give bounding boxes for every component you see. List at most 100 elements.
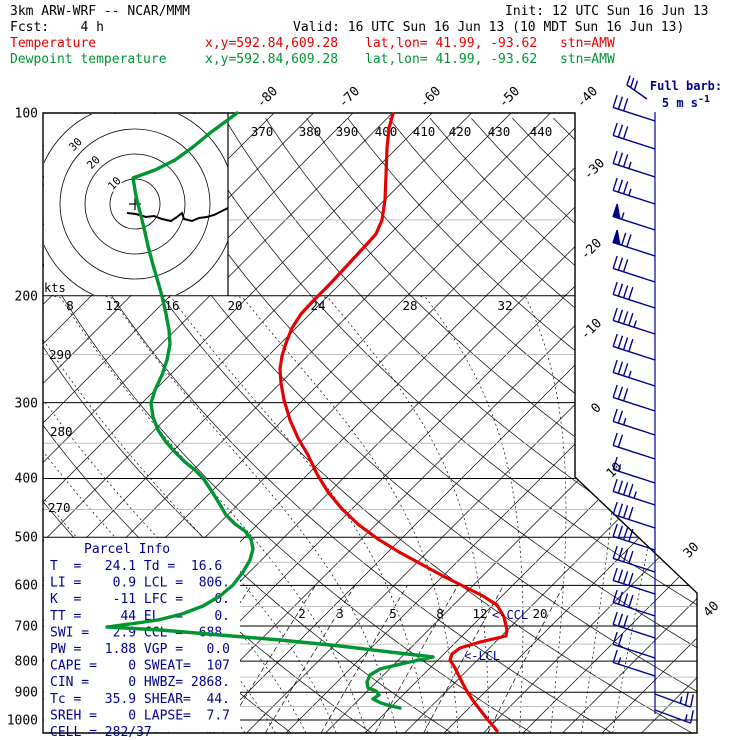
pressure-label: 800 xyxy=(15,655,38,670)
right-temp-label: 30 xyxy=(681,540,703,562)
wind-barb-column xyxy=(612,75,694,724)
mixing-ratio-label: 5 xyxy=(389,606,397,621)
wind-barb xyxy=(612,177,656,205)
hodograph-ring xyxy=(84,153,186,255)
wind-barb xyxy=(612,456,656,484)
wind-barb xyxy=(612,150,656,178)
parcel-info: Parcel Info T = 24.1 Td = 16.6 LI = 0.9 LC… xyxy=(50,542,230,740)
wind-barb xyxy=(612,432,656,460)
top-temp-label: -60 xyxy=(417,84,444,111)
dewpoint-legend-label: Dewpoint temperature xyxy=(10,52,167,67)
mixing-ratio-label: 20 xyxy=(532,606,547,621)
wind-barb xyxy=(612,478,656,506)
theta-label: 390 xyxy=(336,124,359,139)
theta-label: 400 xyxy=(375,124,398,139)
top-temp-label: -40 xyxy=(574,84,601,111)
parcel-info-title: Parcel Info xyxy=(84,542,170,557)
pressure-label: 1000 xyxy=(7,714,38,729)
parcel-info-row: K = -11 LFC = 0. xyxy=(50,592,230,607)
plot-border xyxy=(42,112,698,734)
top-temp-label: -70 xyxy=(336,84,363,111)
right-temp-label: -20 xyxy=(578,236,605,263)
temperature-curve xyxy=(278,112,509,733)
legend-barb-icon xyxy=(626,75,648,100)
moist-adiabat-label: 8 xyxy=(66,298,74,313)
pressure-label: 700 xyxy=(15,620,38,635)
wind-barb xyxy=(612,281,656,309)
wind-barb xyxy=(612,359,656,387)
pressure-label: 400 xyxy=(15,472,38,487)
theta-label: 380 xyxy=(299,124,322,139)
top-temp-label: -80 xyxy=(254,84,281,111)
kts-label: kts xyxy=(44,281,66,295)
theta-label: 440 xyxy=(530,124,553,139)
wind-barb xyxy=(654,709,694,724)
parcel-info-row: T = 24.1 Td = 16.6 xyxy=(50,559,222,574)
dewpoint-curve xyxy=(105,111,435,710)
pressure-label: 200 xyxy=(15,290,38,305)
parcel-info-row: LI = 0.9 LCL = 806. xyxy=(50,576,230,591)
mixing-ratio-label: 8 xyxy=(436,606,444,621)
moist-adiabat-label: 20 xyxy=(227,298,242,313)
wind-barb xyxy=(612,122,656,150)
wind-barb xyxy=(612,567,656,595)
wind-barb xyxy=(612,255,656,283)
theta-label: 420 xyxy=(449,124,472,139)
barb-legend-line2: 5 m s xyxy=(661,96,699,110)
wind-barb xyxy=(612,545,656,573)
temperature-xy: x,y=592.84,609.28 xyxy=(205,36,339,51)
moist-adiabat-label: 28 xyxy=(402,298,417,313)
model-title: 3km ARW-WRF -- NCAR/MMM xyxy=(10,4,191,19)
wind-barb xyxy=(654,692,694,708)
wind-barb xyxy=(612,307,656,335)
parcel-info-row: SWI = 2.9 CCL = 688. xyxy=(50,625,230,640)
wind-barb xyxy=(612,649,656,677)
parcel-info-row: CAPE = 0 SWEAT= 107 xyxy=(50,659,230,674)
pressure-label: 500 xyxy=(15,531,38,546)
parcel-info-row: CIN = 0 HWBZ= 2868. xyxy=(50,675,230,690)
wind-barb xyxy=(612,523,656,551)
hodograph-trace xyxy=(126,207,229,223)
top-temp-label: -50 xyxy=(496,84,523,111)
mixing-ratio-label: 12 xyxy=(472,606,487,621)
dewpoint-xy: x,y=592.84,609.28 xyxy=(205,52,339,67)
right-temp-label: -30 xyxy=(581,156,608,183)
temperature-station: stn=AMW xyxy=(560,36,615,51)
theta-label: 370 xyxy=(251,124,274,139)
wind-barb xyxy=(612,333,656,361)
dewpoint-station: stn=AMW xyxy=(560,52,615,67)
moist-adiabat-label: 12 xyxy=(105,298,120,313)
parcel-info-row: Tc = 35.9 SHEAR= 44. xyxy=(50,692,230,707)
hodograph-ring xyxy=(59,128,211,280)
theta-label: 410 xyxy=(413,124,436,139)
temperature-legend-label: Temperature xyxy=(10,36,97,51)
right-temp-label: 0 xyxy=(588,400,604,416)
right-temp-label: -10 xyxy=(578,316,605,343)
moist-adiabat-label: 32 xyxy=(497,298,512,313)
pressure-label: 100 xyxy=(15,107,38,122)
parcel-info-row: CELL = 282/37 xyxy=(50,725,152,740)
parcel-info-row: SREH = 0 LAPSE= 7.7 xyxy=(50,708,230,723)
init-time: Init: 12 UTC Sun 16 Jun 13 xyxy=(505,4,709,19)
wind-barb xyxy=(612,501,656,529)
theta-label: 430 xyxy=(488,124,511,139)
dewpoint-latlon: lat,lon= 41.99, -93.62 xyxy=(365,52,538,67)
pressure-label: 900 xyxy=(15,686,38,701)
lcl-marker: <-LCL xyxy=(464,649,500,663)
theta-left-label: 290 xyxy=(49,347,72,362)
right-temp-label: 40 xyxy=(701,599,723,621)
wind-barb xyxy=(612,203,656,231)
mixing-ratio-label: 2 xyxy=(298,606,306,621)
pressure-label: 600 xyxy=(15,579,38,594)
ccl-marker: <-CCL xyxy=(492,608,528,622)
mixing-ratio-label: 3 xyxy=(336,606,344,621)
barb-legend-line1: Full barb: xyxy=(649,79,723,93)
wind-barb xyxy=(612,408,656,436)
wind-barb xyxy=(612,631,656,659)
wind-barb xyxy=(612,384,656,412)
barb-legend-sup: -1 xyxy=(698,94,711,105)
parcel-info-row: PW = 1.88 VGP = 0.0 xyxy=(50,642,230,657)
valid-time: Valid: 16 UTC Sun 16 Jun 13 (10 MDT Sun … xyxy=(293,20,685,35)
